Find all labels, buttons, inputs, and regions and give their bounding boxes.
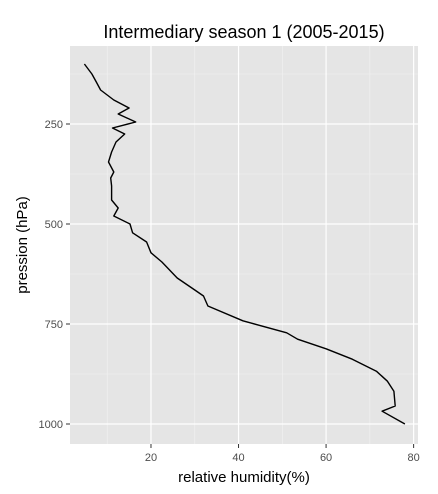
x-tick-label: 20 bbox=[145, 452, 157, 464]
y-axis-ticks: 250 500 750 1000 bbox=[39, 119, 70, 431]
x-tick-label: 40 bbox=[232, 452, 244, 464]
y-tick-label: 1000 bbox=[39, 419, 63, 431]
x-axis-title: relative humidity(%) bbox=[178, 469, 310, 486]
series-line bbox=[83, 63, 406, 425]
grid bbox=[70, 46, 418, 444]
y-tick-label: 250 bbox=[45, 119, 63, 131]
series-layer bbox=[83, 63, 406, 425]
x-tick-label: 60 bbox=[320, 452, 332, 464]
x-tick-label: 80 bbox=[407, 452, 419, 464]
y-axis-title: pression (hPa) bbox=[14, 196, 31, 294]
chart-title: Intermediary season 1 (2005-2015) bbox=[103, 22, 384, 42]
y-tick-label: 750 bbox=[45, 319, 63, 331]
y-tick-label: 500 bbox=[45, 219, 63, 231]
x-axis-ticks: 20 40 60 80 bbox=[145, 444, 420, 464]
plot-panel bbox=[70, 46, 418, 444]
